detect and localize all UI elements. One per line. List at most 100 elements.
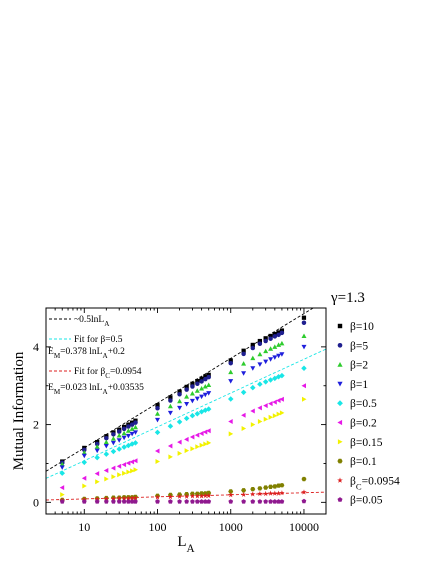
legend-marker-6 — [337, 439, 343, 445]
data-point — [111, 432, 116, 437]
data-point — [241, 488, 247, 493]
legend-label-4: β=0.5 — [350, 398, 377, 410]
data-point — [250, 355, 256, 361]
data-point — [263, 359, 269, 365]
data-point — [184, 499, 189, 504]
legend-marker-3 — [337, 381, 343, 387]
data-point — [250, 384, 256, 391]
data-point — [279, 330, 285, 336]
data-point — [154, 494, 161, 500]
data-point — [262, 490, 269, 497]
data-point — [194, 493, 201, 499]
data-point — [263, 348, 269, 354]
legend-marker-8 — [337, 477, 343, 483]
data-point — [272, 490, 278, 496]
data-point — [155, 403, 160, 408]
legend-label-3: β=1 — [350, 379, 368, 391]
data-point — [167, 443, 173, 449]
data-point — [268, 346, 274, 351]
legend: γ=1.3 β=10 β=5 β=2 β=1 β=0.5 β=0.2 β=0.15 β=0.1 β… — [330, 290, 400, 507]
legend-marker-4 — [337, 400, 343, 407]
data-point — [183, 415, 190, 422]
data-point — [184, 387, 189, 392]
data-point — [301, 498, 307, 504]
legend-marker-5 — [337, 419, 343, 426]
data-point — [129, 431, 135, 437]
data-point — [228, 360, 233, 366]
data-point — [257, 338, 262, 344]
data-point — [195, 444, 200, 450]
legend-marker-2 — [337, 362, 343, 367]
legend-marker-9 — [337, 497, 343, 502]
data-point — [155, 411, 160, 416]
data-point — [301, 320, 307, 326]
data-point — [268, 484, 274, 489]
data-point — [276, 353, 282, 359]
data-point — [241, 361, 247, 366]
data-point — [194, 396, 200, 402]
data-point — [189, 493, 196, 499]
data-point — [199, 376, 204, 381]
data-point — [263, 338, 268, 344]
data-point — [121, 435, 127, 441]
data-point — [133, 424, 138, 430]
data-point — [167, 423, 174, 429]
data-point — [202, 429, 208, 435]
data-point — [168, 454, 173, 460]
data-point — [202, 392, 208, 398]
data-point — [59, 499, 65, 504]
legend-label-9: β=0.05 — [350, 495, 383, 507]
legend-marker-0 — [337, 323, 343, 329]
legend-fit-label-2: Fit for βC=0.0954 — [74, 366, 142, 380]
legend-fit-label-1: Fit for β=0.5 — [74, 334, 123, 345]
data-point — [250, 345, 256, 351]
data-point — [121, 495, 127, 501]
data-point — [272, 334, 278, 339]
data-point — [129, 499, 135, 504]
data-point — [206, 382, 212, 387]
data-point — [301, 489, 307, 495]
data-point — [276, 342, 282, 347]
data-point — [250, 408, 255, 414]
data-point — [203, 376, 208, 382]
data-point — [190, 446, 195, 452]
data-point — [268, 414, 274, 420]
data-point — [103, 496, 110, 502]
data-point — [202, 492, 209, 499]
data-point — [206, 374, 211, 380]
data-point — [250, 491, 256, 497]
data-point — [125, 495, 132, 501]
data-point — [206, 391, 212, 396]
data-point — [133, 420, 138, 425]
data-point — [206, 492, 212, 499]
data-point — [257, 486, 263, 491]
data-points — [59, 315, 307, 504]
data-point — [199, 442, 205, 448]
data-point — [250, 342, 255, 348]
data-point — [81, 459, 87, 466]
data-point — [228, 489, 234, 494]
data-point — [194, 388, 200, 393]
data-point — [103, 468, 109, 473]
data-point — [190, 381, 195, 386]
data-point — [301, 383, 306, 389]
data-point — [125, 433, 131, 439]
x-axis-title: LA — [177, 534, 195, 555]
series-9 — [59, 498, 307, 504]
legend-label-1: β=5 — [350, 340, 368, 352]
data-point — [194, 432, 200, 438]
data-point — [250, 366, 256, 371]
data-point — [276, 499, 281, 504]
legend-label-5: β=0.2 — [350, 418, 377, 430]
data-point — [228, 431, 234, 437]
data-point — [203, 441, 208, 447]
data-point — [103, 451, 110, 457]
data-point — [116, 429, 122, 434]
x-tick-label: 10 — [78, 520, 90, 534]
data-point — [126, 499, 131, 504]
axis-ticks: 10 100 1000 10000 0 2 4 — [33, 307, 327, 534]
y-tick-label: 2 — [33, 418, 39, 432]
data-point — [168, 398, 173, 403]
data-point — [117, 472, 122, 478]
data-point — [116, 499, 122, 504]
